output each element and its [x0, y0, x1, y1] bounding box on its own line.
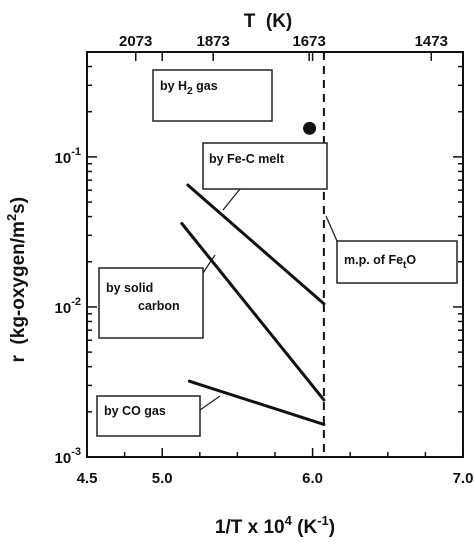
annotation-fec: by Fe-C melt — [202, 142, 328, 211]
annotation-solid-box — [98, 267, 204, 339]
annotation-co-leader — [199, 395, 221, 411]
annotation-h2-box — [152, 69, 273, 122]
x-tick-label: 7.0 — [453, 470, 474, 487]
annotation-mp-text: m.p. of FetO — [344, 253, 416, 271]
top-tick-label: 1673 — [292, 33, 325, 50]
x-axis-title: 1/T x 104 (K-1) — [215, 513, 335, 538]
x-tick-label: 5.0 — [152, 470, 173, 487]
x-tick-label: 6.0 — [302, 470, 323, 487]
annotation-fec-leader — [222, 188, 241, 211]
series-layer — [180, 52, 326, 457]
top-tick-label: 1873 — [196, 33, 229, 50]
annotation-mp-leader — [325, 215, 338, 242]
annotation-co: by CO gas — [96, 395, 221, 437]
y-tick-label: 10-1 — [55, 146, 81, 167]
x-tick-label: 4.5 — [77, 470, 98, 487]
annotation-co-text: by CO gas — [104, 404, 166, 418]
series-point-h2 — [303, 121, 317, 135]
annotation-solid-text-2: carbon — [138, 299, 180, 313]
annotation-solid-text-1: by solid — [106, 281, 153, 295]
y-axis-title: r (kg-oxygen/m2s) — [4, 181, 29, 389]
annotation-fec-box — [202, 142, 328, 190]
top-tick-label: 2073 — [119, 33, 152, 50]
ticks-layer: 4.5 5.0 6.0 7.0 2073 1873 1673 1473 10-1 10-2 10-3 — [55, 33, 474, 487]
annotation-solid: by solid carbon — [98, 254, 216, 339]
y-tick-label: 10-3 — [55, 446, 81, 467]
annotation-fec-text: by Fe-C melt — [209, 152, 285, 166]
annotation-mp-box — [336, 240, 458, 284]
top-tick-label: 1473 — [415, 33, 448, 50]
annotation-co-box — [96, 395, 201, 437]
annotation-h2: by H2 gas — [152, 69, 273, 122]
annotation-solid-leader — [202, 254, 216, 274]
top-axis-title: T (K) — [244, 11, 293, 32]
series-line-2 — [180, 222, 326, 402]
annotation-h2-text: by H2 gas — [160, 79, 218, 97]
series-line-3 — [187, 379, 326, 426]
series-line-1 — [186, 183, 326, 306]
y-tick-label: 10-2 — [55, 296, 81, 317]
annotation-mp: m.p. of FetO — [325, 215, 458, 284]
